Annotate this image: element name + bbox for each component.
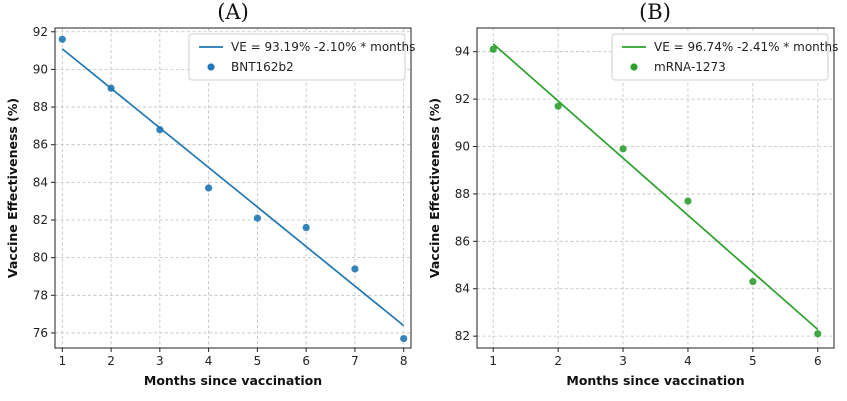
data-point: [253, 214, 261, 222]
x-tick-label: 5: [749, 354, 757, 368]
legend-frame: [611, 33, 829, 81]
data-point: [619, 145, 627, 153]
panel-label: (B): [639, 0, 671, 24]
panel-b: (B) 1 2 3 4 5 6 82 84 86 88 90 92 94 Months since vacc…: [427, 0, 838, 388]
y-tick-label: 90: [33, 62, 48, 76]
legend-marker-swatch: [207, 63, 215, 71]
x-tick-label: 6: [814, 354, 822, 368]
x-tick-label: 6: [302, 354, 310, 368]
y-tick-label: 90: [455, 140, 470, 154]
legend-marker-swatch: [630, 63, 638, 71]
plot-frame: [476, 27, 835, 349]
x-axis-label: Months since vaccination: [566, 373, 744, 388]
y-tick-label: 84: [33, 175, 48, 189]
data-point: [302, 223, 310, 232]
fit-line: [61, 48, 405, 327]
plot-frame: [54, 27, 412, 349]
x-tick-label: 4: [684, 354, 692, 368]
x-tick-label: 8: [400, 354, 408, 368]
y-tick-label: 80: [33, 251, 48, 265]
legend-series-label: BNT162b2: [231, 60, 294, 74]
data-point: [351, 265, 359, 273]
legend-frame: [188, 33, 406, 81]
x-tick-label: 3: [156, 354, 164, 368]
y-tick-label: 82: [455, 329, 470, 343]
x-tick-label: 1: [58, 354, 66, 368]
data-point: [684, 197, 692, 205]
data-point: [749, 278, 757, 286]
y-tick-label: 78: [33, 288, 48, 302]
data-point: [58, 35, 66, 43]
y-tick-label: 94: [455, 45, 470, 59]
legend-series-label: mRNA-1273: [654, 60, 726, 74]
data-point: [400, 334, 408, 343]
legend-fit-label: VE = 96.74% -2.41% * months: [654, 40, 838, 54]
y-tick-label: 88: [455, 187, 470, 201]
y-tick-label: 86: [455, 234, 470, 248]
x-axis-label: Months since vaccination: [144, 373, 322, 388]
data-point: [205, 184, 213, 192]
x-tick-label: 3: [619, 354, 627, 368]
y-tick-label: 92: [455, 92, 470, 106]
data-point: [107, 84, 115, 92]
data-point: [156, 126, 164, 134]
x-tick-label: 5: [254, 354, 262, 368]
y-axis-label: Vaccine Effectiveness (%): [5, 98, 20, 278]
x-tick-label: 4: [205, 354, 213, 368]
y-tick-label: 88: [33, 100, 48, 114]
y-tick-label: 76: [33, 326, 48, 340]
x-tick-label: 7: [351, 354, 359, 368]
y-axis-label: Vaccine Effectiveness (%): [427, 98, 442, 278]
data-point: [814, 330, 822, 338]
legend: VE = 96.74% -2.41% * months mRNA-1273: [611, 33, 838, 81]
x-tick-label: 2: [107, 354, 115, 368]
panel-label: (A): [217, 0, 249, 24]
y-tick-label: 82: [33, 213, 48, 227]
data-point: [554, 102, 562, 110]
fit-line: [492, 43, 819, 331]
y-tick-label: 92: [33, 25, 48, 39]
x-tick-label: 1: [489, 354, 497, 368]
legend: VE = 93.19% -2.10% * months BNT162b2: [188, 33, 415, 81]
legend-fit-label: VE = 93.19% -2.10% * months: [231, 40, 415, 54]
y-tick-label: 86: [33, 138, 48, 152]
x-tick-label: 2: [554, 354, 562, 368]
y-tick-label: 84: [455, 282, 470, 296]
data-point: [489, 45, 497, 53]
